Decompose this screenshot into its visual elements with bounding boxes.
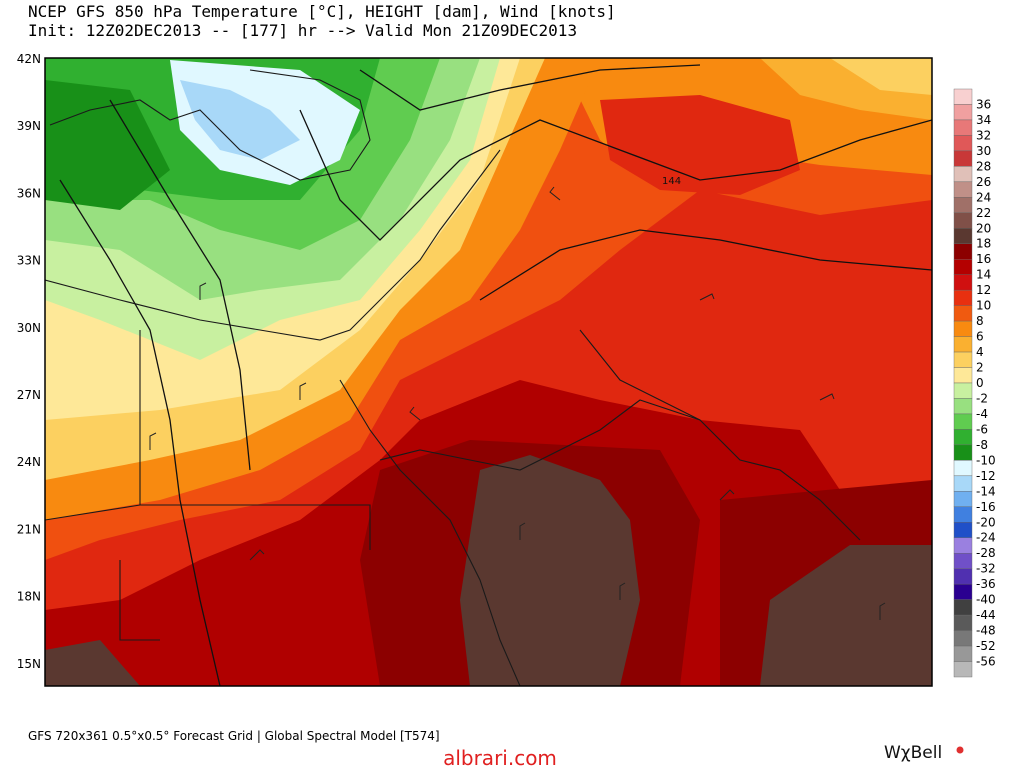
colorbar-swatch <box>953 537 973 554</box>
colorbar-swatch <box>953 599 973 616</box>
colorbar-label: 28 <box>976 159 991 173</box>
colorbar-swatch <box>953 645 973 662</box>
colorbar-label: 10 <box>976 299 991 313</box>
colorbar-label: 18 <box>976 237 991 251</box>
colorbar-swatch <box>953 630 973 647</box>
watermark: albrari.com <box>443 746 557 768</box>
colorbar-swatch <box>953 150 973 167</box>
colorbar-label: -32 <box>976 562 996 576</box>
colorbar-label: 6 <box>976 330 984 344</box>
colorbar-swatch <box>953 336 973 353</box>
colorbar-swatch <box>953 351 973 368</box>
lat-label: 18N <box>17 590 41 604</box>
colorbar-swatch <box>953 661 973 678</box>
contour-label: 144 <box>662 176 681 187</box>
colorbar-label: -40 <box>976 593 996 607</box>
colorbar-swatch <box>953 166 973 183</box>
colorbar-label: -48 <box>976 624 996 638</box>
colorbar-label: 20 <box>976 221 991 235</box>
colorbar-swatch <box>953 583 973 600</box>
temperature-field <box>45 58 932 686</box>
lat-label: 15N <box>17 657 41 671</box>
colorbar-label: -4 <box>976 407 988 421</box>
colorbar-swatch <box>953 320 973 337</box>
colorbar-label: 36 <box>976 97 991 111</box>
colorbar-label: 2 <box>976 361 984 375</box>
colorbar-swatch <box>953 460 973 477</box>
colorbar-label: -8 <box>976 438 988 452</box>
colorbar-swatch <box>953 491 973 507</box>
colorbar-swatch <box>953 367 973 384</box>
grid-info: GFS 720x361 0.5°x0.5° Forecast Grid | Gl… <box>28 729 440 743</box>
map-title: NCEP GFS 850 hPa Temperature [°C], HEIGH… <box>28 2 616 21</box>
lat-label: 30N <box>17 321 41 335</box>
colorbar-swatch <box>953 553 973 569</box>
colorbar-label: 16 <box>976 252 991 266</box>
colorbar-swatch <box>953 382 973 399</box>
colorbar-swatch <box>953 243 973 260</box>
colorbar-label: 22 <box>976 206 991 220</box>
lat-label: 42N <box>17 52 41 66</box>
colorbar-label: 34 <box>976 113 991 127</box>
colorbar-label: -2 <box>976 391 988 405</box>
colorbar-label: -56 <box>976 655 996 669</box>
colorbar-label: 30 <box>976 144 991 158</box>
colorbar-label: -20 <box>976 515 996 529</box>
lat-label: 24N <box>17 455 41 469</box>
colorbar-swatch <box>953 413 973 430</box>
colorbar-label: -12 <box>976 469 996 483</box>
colorbar-label: -6 <box>976 422 988 436</box>
lat-label: 27N <box>17 388 41 402</box>
colorbar-label: -36 <box>976 577 996 591</box>
lat-label: 33N <box>17 254 41 268</box>
colorbar-label: -16 <box>976 500 996 514</box>
colorbar-label: 12 <box>976 283 991 297</box>
colorbar-swatch <box>953 429 973 446</box>
colorbar-swatch <box>953 104 973 121</box>
colorbar-label: 26 <box>976 175 991 189</box>
colorbar-swatch <box>953 506 973 523</box>
lat-label: 39N <box>17 119 41 133</box>
colorbar-swatch <box>953 119 973 136</box>
colorbar-swatch <box>953 88 973 105</box>
colorbar-swatch <box>953 274 973 291</box>
colorbar-label: -52 <box>976 639 996 653</box>
colorbar-label: 24 <box>976 190 991 204</box>
map-frame <box>44 57 933 687</box>
colorbar-label: -28 <box>976 546 996 560</box>
colorbar-swatch <box>953 614 973 631</box>
colorbar-swatch <box>953 289 973 306</box>
colorbar-swatch <box>953 444 973 461</box>
colorbar-label: 32 <box>976 128 991 142</box>
colorbar-label: 0 <box>976 376 984 390</box>
colorbar-label: -24 <box>976 531 996 545</box>
colorbar-label: -44 <box>976 608 996 622</box>
colorbar-swatch <box>953 135 973 152</box>
colorbar-swatch <box>953 228 973 244</box>
colorbar-swatch <box>953 212 973 229</box>
logo-dot <box>956 746 964 754</box>
colorbar-label: 8 <box>976 314 984 328</box>
colorbar-swatch <box>953 259 973 275</box>
colorbar-swatch <box>953 181 973 198</box>
colorbar-swatch <box>953 305 973 322</box>
colorbar-label: 14 <box>976 268 991 282</box>
colorbar-label: -10 <box>976 453 996 467</box>
colorbar-swatch <box>953 475 973 492</box>
lat-label: 21N <box>17 522 41 536</box>
colorbar-label: 4 <box>976 345 984 359</box>
colorbar-label: -14 <box>976 484 996 498</box>
colorbar-swatch <box>953 568 973 585</box>
colorbar-swatch <box>953 522 973 538</box>
colorbar-swatch <box>953 398 973 415</box>
lat-label: 36N <box>17 186 41 200</box>
logo: WχBell <box>884 743 942 763</box>
colorbar-swatch <box>953 197 973 213</box>
map-subtitle: Init: 12Z02DEC2013 -- [177] hr --> Valid… <box>28 21 578 40</box>
